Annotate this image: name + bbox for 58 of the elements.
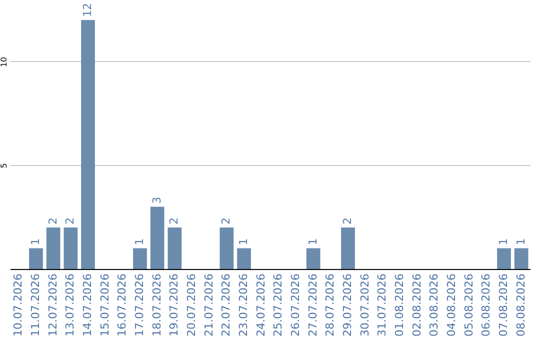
bar (133, 248, 147, 269)
data-label: 2 (64, 218, 77, 224)
x-tick-label: 06.08.2026 (480, 274, 493, 336)
x-tick-label: 07.08.2026 (497, 274, 510, 336)
x-tick-label: 26.07.2026 (289, 274, 302, 336)
x-tick-label: 11.07.2026 (29, 274, 42, 336)
x-tick-label: 28.07.2026 (324, 274, 337, 336)
bar (29, 248, 43, 269)
data-label: 1 (237, 238, 250, 246)
x-tick-label: 15.07.2026 (98, 274, 112, 336)
bar (341, 228, 355, 269)
x-tick-label: 19.07.2026 (168, 274, 181, 336)
bar (306, 248, 320, 269)
data-label: 3 (150, 196, 164, 204)
bar (46, 228, 60, 269)
x-tick-label: 12.07.2026 (46, 274, 60, 336)
bar (237, 248, 251, 269)
x-tick-label: 21.07.2026 (202, 274, 216, 336)
bar (514, 248, 528, 269)
y-tick-label: 10 (0, 56, 8, 68)
data-label: 1 (29, 238, 42, 246)
x-tick-label: 30.07.2026 (358, 274, 372, 336)
bar (64, 228, 78, 269)
x-tick-label: 27.07.2026 (306, 274, 320, 336)
x-tick-label: 29.07.2026 (341, 274, 354, 336)
x-tick-label: 14.07.2026 (81, 274, 94, 336)
y-tick-label: 5 (0, 163, 8, 168)
data-label: 1 (497, 238, 510, 246)
data-label: 1 (306, 238, 320, 246)
x-tick-label: 01.08.2026 (393, 274, 406, 336)
x-tick-label: 31.07.2026 (376, 274, 389, 336)
data-label: 12 (81, 3, 94, 17)
x-tick-label: 25.07.2026 (272, 274, 285, 336)
x-tick-label: 08.08.2026 (514, 274, 528, 336)
data-label: 1 (514, 238, 528, 246)
x-tick-label: 17.07.2026 (133, 274, 146, 336)
x-tick-label: 03.08.2026 (428, 274, 441, 336)
bar (150, 206, 164, 269)
data-label: 2 (341, 218, 354, 224)
x-tick-label: 02.08.2026 (410, 274, 424, 336)
x-tick-label: 24.07.2026 (254, 274, 268, 336)
x-tick-label: 13.07.2026 (64, 274, 77, 336)
data-label: 1 (133, 238, 146, 246)
data-label: 2 (220, 218, 233, 224)
x-tick-label: 18.07.2026 (150, 274, 164, 336)
x-tick-label: 04.08.2026 (445, 274, 458, 336)
data-label: 2 (46, 218, 60, 224)
x-tick-label: 05.08.2026 (462, 274, 476, 336)
x-tick-label: 20.07.2026 (185, 274, 198, 336)
data-label: 2 (168, 218, 181, 224)
x-tick-label: 23.07.2026 (237, 274, 250, 336)
bar (220, 228, 234, 269)
bar (497, 248, 511, 269)
bar (168, 228, 182, 269)
bar (81, 20, 95, 269)
x-tick-label: 16.07.2026 (116, 274, 129, 336)
x-tick-label: 22.07.2026 (220, 274, 233, 336)
x-tick-label: 10.07.2026 (12, 274, 25, 336)
